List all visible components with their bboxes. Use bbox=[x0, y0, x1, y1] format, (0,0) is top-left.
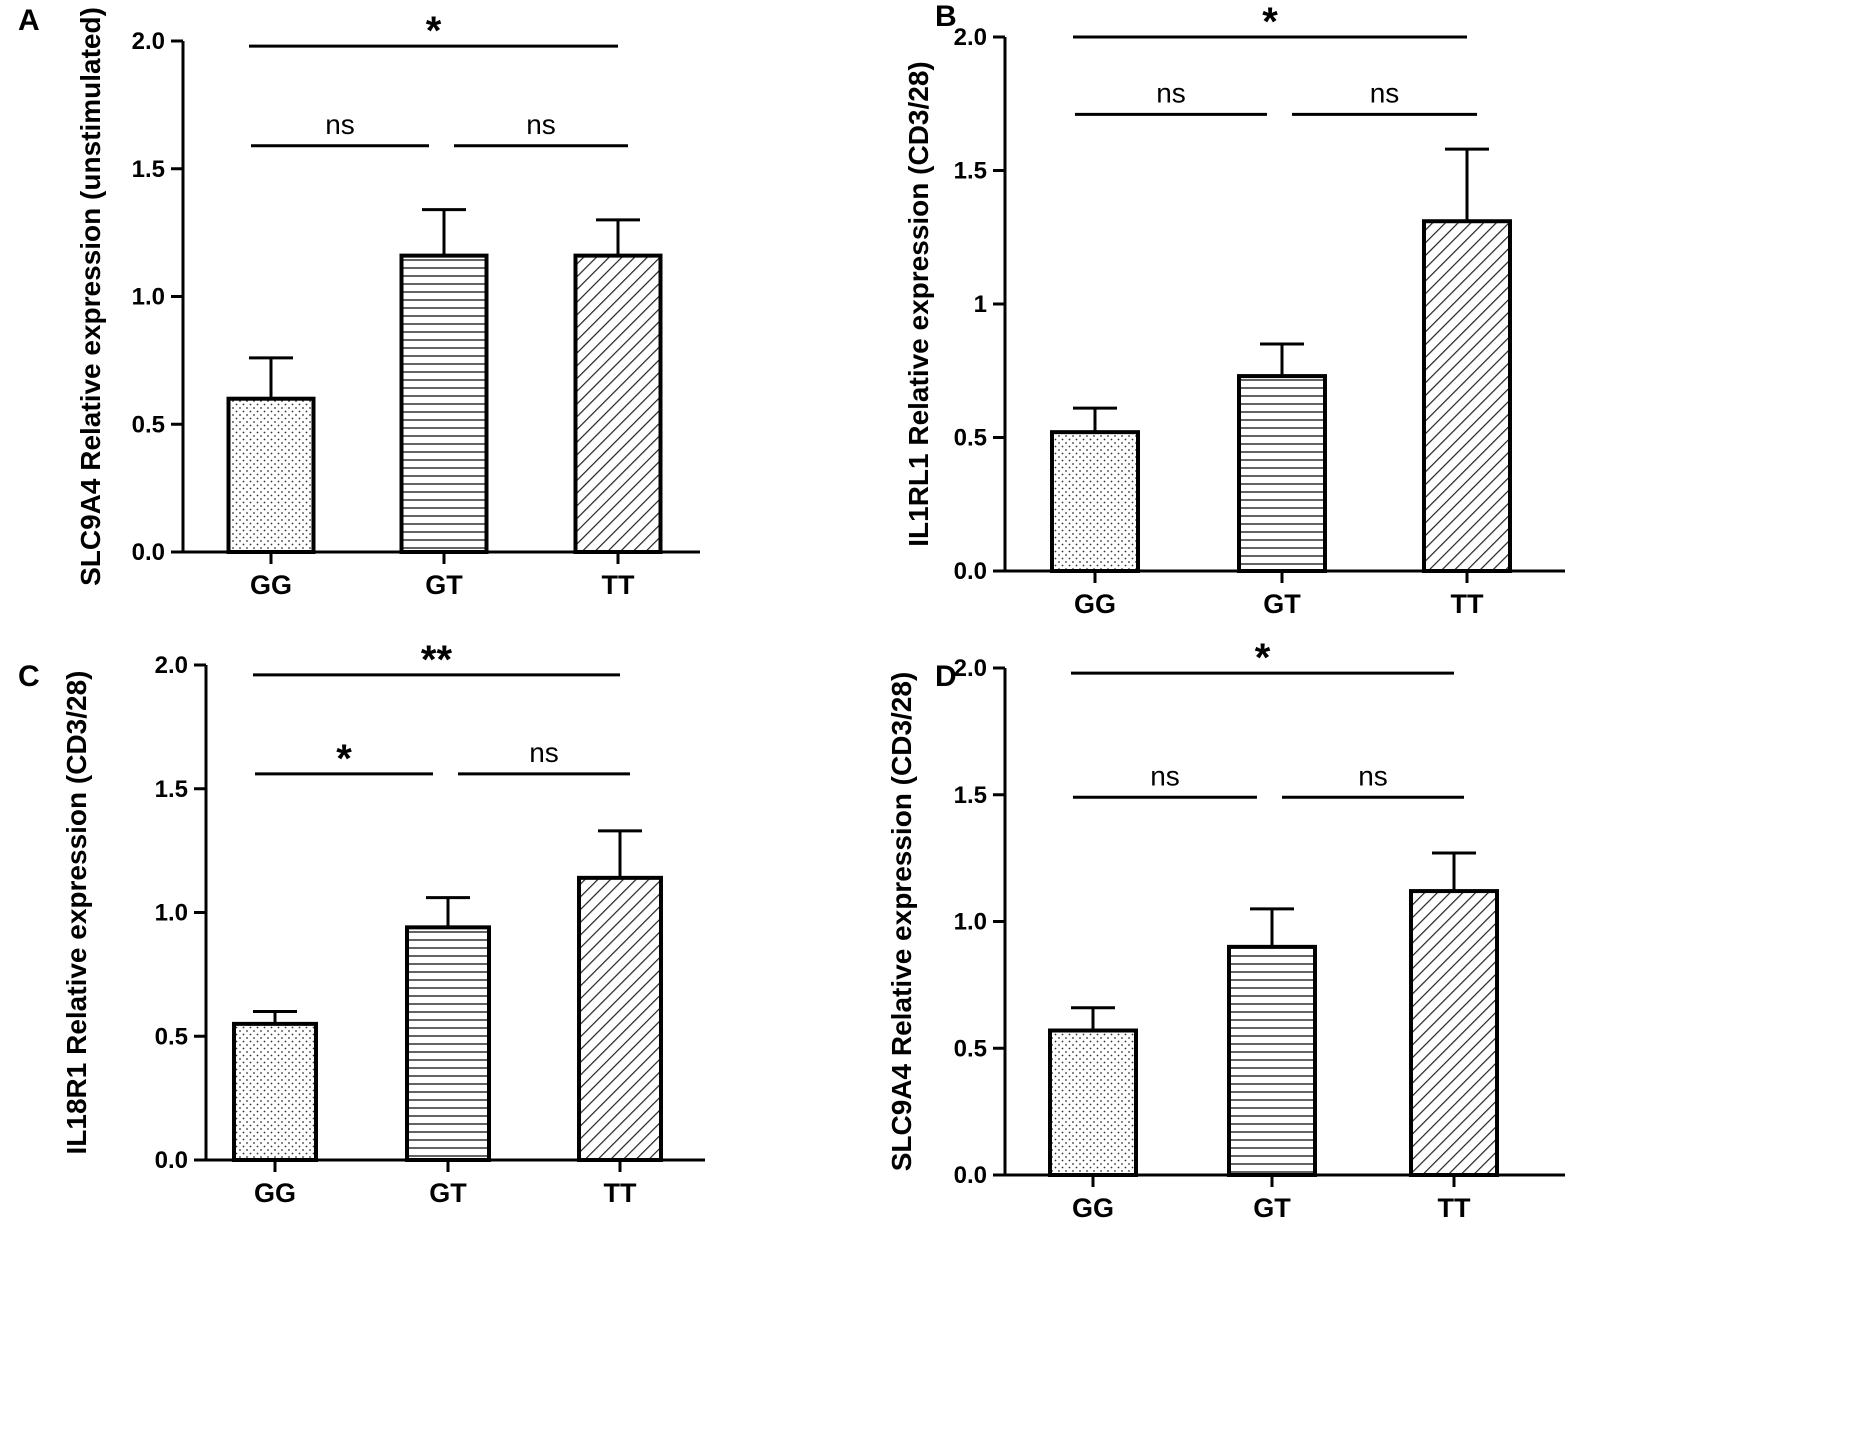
panel-a: A SLC9A4 Relative expression (unstimulate… bbox=[18, 4, 700, 600]
sig-label-a: * bbox=[426, 9, 442, 53]
sig-label-a: ns bbox=[325, 109, 355, 140]
panel-c: C IL18R1 Relative expression (CD3/28) 0.0 0… bbox=[18, 638, 705, 1208]
sig-label-c: ** bbox=[421, 638, 453, 682]
x-tick-label-d-tt: TT bbox=[1438, 1193, 1471, 1223]
y-tick-label-b: 2.0 bbox=[954, 24, 987, 51]
x-tick-label-b-gt: GT bbox=[1263, 589, 1301, 619]
sig-label-b: ns bbox=[1370, 77, 1400, 108]
sig-label-d: * bbox=[1255, 636, 1271, 680]
y-tick-label-b: 1.5 bbox=[954, 158, 987, 185]
y-axis-label-b: IL1RL1 Relative expression (CD3/28) bbox=[903, 61, 934, 547]
sig-label-c: ns bbox=[529, 737, 559, 768]
y-tick-label-b: 0.5 bbox=[954, 425, 987, 452]
y-tick-label-c: 2.0 bbox=[155, 652, 188, 679]
panel-label-b: B bbox=[935, 0, 957, 33]
x-tick-label-c-tt: TT bbox=[604, 1178, 637, 1208]
bar-b-gt bbox=[1237, 374, 1327, 573]
x-tick-label-a-gg: GG bbox=[250, 570, 292, 600]
bar-a-tt bbox=[573, 253, 663, 554]
y-tick-label-d: 0.5 bbox=[954, 1035, 987, 1062]
panel-label-d: D bbox=[935, 660, 957, 693]
y-tick-label-a: 1.0 bbox=[132, 284, 165, 311]
sig-label-b: ns bbox=[1156, 77, 1186, 108]
y-axis-label-a: SLC9A4 Relative expression (unstimulated… bbox=[75, 7, 106, 586]
y-tick-label-d: 2.0 bbox=[954, 655, 987, 682]
x-tick-label-c-gt: GT bbox=[429, 1178, 467, 1208]
y-tick-label-c: 0.0 bbox=[155, 1147, 188, 1174]
bar-d-tt bbox=[1409, 889, 1499, 1178]
x-tick-label-d-gt: GT bbox=[1253, 1193, 1291, 1223]
y-tick-label-c: 1.5 bbox=[155, 776, 188, 803]
y-axis-label-c: IL18R1 Relative expression (CD3/28) bbox=[61, 671, 92, 1155]
bar-d-gg bbox=[1048, 1028, 1138, 1177]
bar-b-gg bbox=[1050, 430, 1140, 573]
y-tick-label-c: 0.5 bbox=[155, 1023, 188, 1050]
sig-label-b: * bbox=[1262, 0, 1278, 44]
y-tick-label-a: 0.5 bbox=[132, 411, 165, 438]
sig-label-a: ns bbox=[526, 109, 556, 140]
x-tick-label-c-gg: GG bbox=[254, 1178, 296, 1208]
bar-d-gt bbox=[1227, 944, 1317, 1177]
bar-c-tt bbox=[577, 875, 663, 1162]
x-tick-label-a-gt: GT bbox=[425, 570, 463, 600]
panel-label-a: A bbox=[18, 4, 40, 37]
y-tick-label-d: 0.0 bbox=[954, 1162, 987, 1189]
x-tick-label-d-gg: GG bbox=[1072, 1193, 1114, 1223]
sig-label-d: ns bbox=[1150, 760, 1180, 791]
sig-label-c: * bbox=[336, 737, 352, 781]
bar-b-tt bbox=[1422, 219, 1512, 573]
y-tick-label-b: 1 bbox=[974, 291, 987, 318]
bar-a-gt bbox=[399, 253, 489, 554]
y-tick-label-a: 0.0 bbox=[132, 539, 165, 566]
bar-c-gt bbox=[405, 925, 491, 1162]
y-tick-label-d: 1.0 bbox=[954, 909, 987, 936]
x-tick-label-a-tt: TT bbox=[602, 570, 635, 600]
y-tick-label-b: 0.0 bbox=[954, 558, 987, 585]
x-tick-label-b-gg: GG bbox=[1074, 589, 1116, 619]
x-tick-label-b-tt: TT bbox=[1451, 589, 1484, 619]
panel-d: D SLC9A4 Relative expression (CD3/28) 0.0 0… bbox=[886, 636, 1565, 1223]
sig-label-d: ns bbox=[1358, 760, 1388, 791]
bar-c-gg bbox=[232, 1021, 318, 1162]
y-tick-label-d: 1.5 bbox=[954, 782, 987, 809]
y-tick-label-a: 2.0 bbox=[132, 28, 165, 55]
y-axis-label-d: SLC9A4 Relative expression (CD3/28) bbox=[886, 672, 917, 1172]
panel-label-c: C bbox=[18, 660, 40, 693]
bar-a-gg bbox=[226, 396, 316, 555]
y-tick-label-a: 1.5 bbox=[132, 156, 165, 183]
y-tick-label-c: 1.0 bbox=[155, 900, 188, 927]
